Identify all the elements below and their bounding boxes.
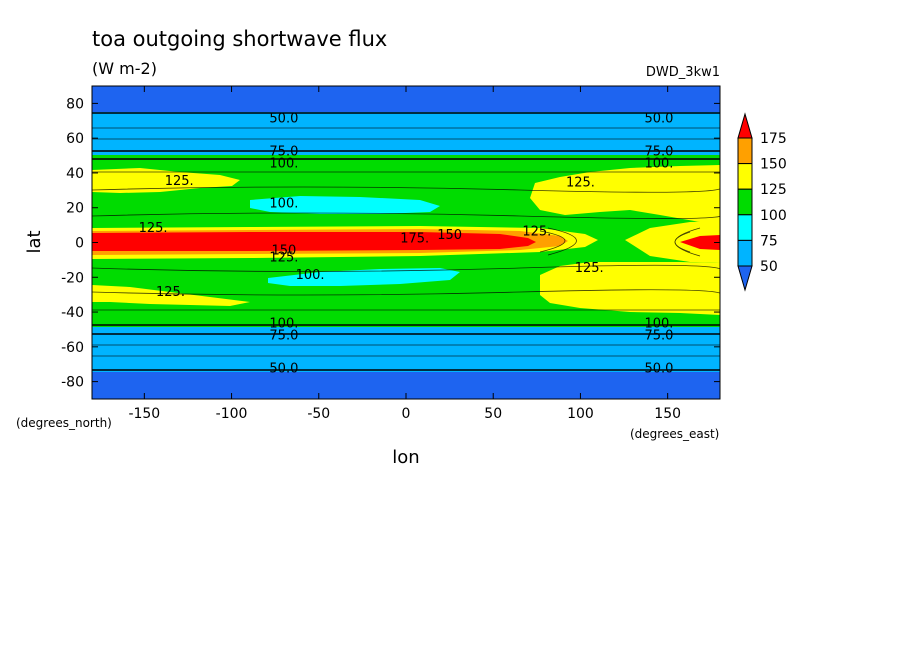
contour-label: 125. [156, 285, 185, 300]
yellow-region-east-eq [625, 221, 720, 263]
colorbar-label: 75 [760, 233, 778, 249]
cyan-patch-north [250, 196, 440, 214]
x-tick-label: 50 [484, 406, 502, 422]
contour-label: 100. [269, 157, 298, 172]
y-tick-label: -60 [61, 340, 84, 356]
colorbar-label: 125 [760, 182, 787, 198]
colorbar-extend-top [737, 112, 753, 139]
contour-field [92, 86, 720, 399]
contour-label: 125. [566, 176, 595, 191]
contour-label: 125. [139, 221, 168, 236]
colorbar-box [737, 239, 753, 267]
y-tick-label: 0 [75, 236, 84, 252]
contour-label: 100. [644, 157, 673, 172]
colorbar-box [737, 163, 753, 190]
contour-label: 75.0 [269, 329, 298, 344]
contour-label: 50.0 [269, 111, 298, 126]
contour-label: 50.0 [644, 362, 673, 377]
colorbar: 175 150 125 100 75 50 [737, 112, 787, 292]
band-50-75-south [92, 326, 720, 372]
y-units-label: (degrees_north) [16, 416, 112, 430]
red-band-itcz [92, 232, 536, 251]
contour-label: 50.0 [644, 111, 673, 126]
contour-label: 75.0 [644, 144, 673, 159]
contour-label: 125. [165, 174, 194, 189]
chart-subtitle: (W m-2) [92, 59, 157, 78]
contour-label: 75.0 [644, 329, 673, 344]
yellow-region-se [540, 262, 720, 315]
colorbar-label: 100 [760, 208, 787, 224]
x-tick-label: -50 [307, 406, 330, 422]
colorbar-label: 150 [760, 157, 787, 173]
yellow-region-sw [92, 285, 250, 306]
colorbar-box [737, 188, 753, 216]
contour-label: 125. [575, 261, 604, 276]
contour-label: 75.0 [269, 144, 298, 159]
contour-label: 100. [644, 316, 673, 331]
colorbar-label: 50 [760, 259, 778, 275]
contour-label: 50.0 [269, 362, 298, 377]
contour-label: 100. [269, 197, 298, 212]
y-tick-label: -20 [61, 270, 84, 286]
red-region-east-eq [680, 235, 720, 250]
contour-label: 125. [522, 224, 551, 239]
model-label: DWD_3kw1 [646, 65, 720, 80]
yellow-region-nw [92, 168, 240, 193]
colorbar-box [737, 214, 753, 241]
x-tick-label: 150 [654, 406, 681, 422]
x-tick-label: 0 [402, 406, 411, 422]
band-75-100-north [92, 124, 720, 145]
colorbar-box [737, 137, 753, 165]
y-tick-label: 40 [66, 166, 84, 182]
contour-label: 150 [437, 228, 462, 243]
x-tick-label: -150 [128, 406, 160, 422]
contour-label: 100. [269, 316, 298, 331]
cyan-patch-south [268, 268, 460, 286]
y-axis-label: lat [24, 230, 45, 253]
contour-label: 150 [271, 243, 296, 258]
contour-label: 100. [296, 268, 325, 283]
yellow-region-ne [530, 165, 720, 225]
x-tick-label: 100 [567, 406, 594, 422]
contour-label: 125. [269, 250, 298, 265]
colorbar-label: 175 [760, 131, 787, 147]
contour-label: 175. [400, 231, 429, 246]
y-tick-label: -40 [61, 305, 84, 321]
chart-title: toa outgoing shortwave flux [92, 27, 387, 51]
y-tick-label: 80 [66, 96, 84, 112]
contour-minor-lines [92, 127, 720, 357]
x-units-label: (degrees_east) [630, 427, 719, 441]
contour-lines [92, 112, 720, 371]
axes: -150 -100 -50 0 50 100 150 80 60 40 20 0 -20 -40 -60 -8… [61, 86, 720, 422]
x-tick-label: -100 [216, 406, 248, 422]
y-tick-label: 60 [66, 131, 84, 147]
colorbar-extend-bottom [737, 265, 753, 292]
y-tick-label: -80 [61, 375, 84, 391]
x-axis-label: lon [392, 447, 419, 468]
y-tick-label: 20 [66, 201, 84, 217]
